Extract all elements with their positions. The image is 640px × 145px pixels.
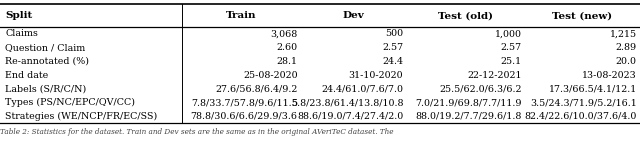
Text: 2.57: 2.57 [500,43,522,52]
Text: 78.8/30.6/6.6/29.9/3.6: 78.8/30.6/6.6/29.9/3.6 [191,112,298,121]
Text: 2.89: 2.89 [616,43,637,52]
Text: End date: End date [5,70,49,80]
Text: Dev: Dev [343,11,364,20]
Text: 88.6/19.0/7.4/27.4/2.0: 88.6/19.0/7.4/27.4/2.0 [297,112,403,121]
Text: Test (new): Test (new) [552,11,612,20]
Text: 5.8/23.8/61.4/13.8/10.8: 5.8/23.8/61.4/13.8/10.8 [291,98,403,107]
Text: 2.60: 2.60 [276,43,298,52]
Text: 82.4/22.6/10.0/37.6/4.0: 82.4/22.6/10.0/37.6/4.0 [524,112,637,121]
Text: 7.8/33.7/57.8/9.6/11.5: 7.8/33.7/57.8/9.6/11.5 [191,98,298,107]
Text: 1,000: 1,000 [495,29,522,38]
Text: 3,068: 3,068 [270,29,298,38]
Text: 24.4: 24.4 [382,57,403,66]
Text: Question / Claim: Question / Claim [5,43,85,52]
Text: Strategies (WE/NCP/FR/EC/SS): Strategies (WE/NCP/FR/EC/SS) [5,112,157,121]
Text: 20.0: 20.0 [616,57,637,66]
Text: 13-08-2023: 13-08-2023 [582,70,637,80]
Text: 3.5/24.3/71.9/5.2/16.1: 3.5/24.3/71.9/5.2/16.1 [530,98,637,107]
Text: 27.6/56.8/6.4/9.2: 27.6/56.8/6.4/9.2 [215,84,298,93]
Text: 1,215: 1,215 [610,29,637,38]
Text: Train: Train [227,11,257,20]
Text: Split: Split [5,11,33,20]
Text: 28.1: 28.1 [276,57,298,66]
Text: 17.3/66.5/4.1/12.1: 17.3/66.5/4.1/12.1 [548,84,637,93]
Text: 2.57: 2.57 [382,43,403,52]
Text: 24.4/61.0/7.6/7.0: 24.4/61.0/7.6/7.0 [321,84,403,93]
Text: 25.5/62.0/6.3/6.2: 25.5/62.0/6.3/6.2 [439,84,522,93]
Text: 31-10-2020: 31-10-2020 [349,70,403,80]
Text: 500: 500 [385,29,403,38]
Text: 7.0/21.9/69.8/7.7/11.9: 7.0/21.9/69.8/7.7/11.9 [415,98,522,107]
Text: Claims: Claims [5,29,38,38]
Text: Re-annotated (%): Re-annotated (%) [5,57,89,66]
Text: Types (PS/NC/EPC/QV/CC): Types (PS/NC/EPC/QV/CC) [5,98,135,107]
Text: 22-12-2021: 22-12-2021 [467,70,522,80]
Text: 25.1: 25.1 [500,57,522,66]
Text: 88.0/19.2/7.7/29.6/1.8: 88.0/19.2/7.7/29.6/1.8 [415,112,522,121]
Text: Labels (S/R/C/N): Labels (S/R/C/N) [5,84,86,93]
Text: Table 2: Statistics for the dataset. Train and Dev sets are the same as in the o: Table 2: Statistics for the dataset. Tra… [0,128,394,136]
Text: 25-08-2020: 25-08-2020 [243,70,298,80]
Text: Test (old): Test (old) [438,11,493,20]
